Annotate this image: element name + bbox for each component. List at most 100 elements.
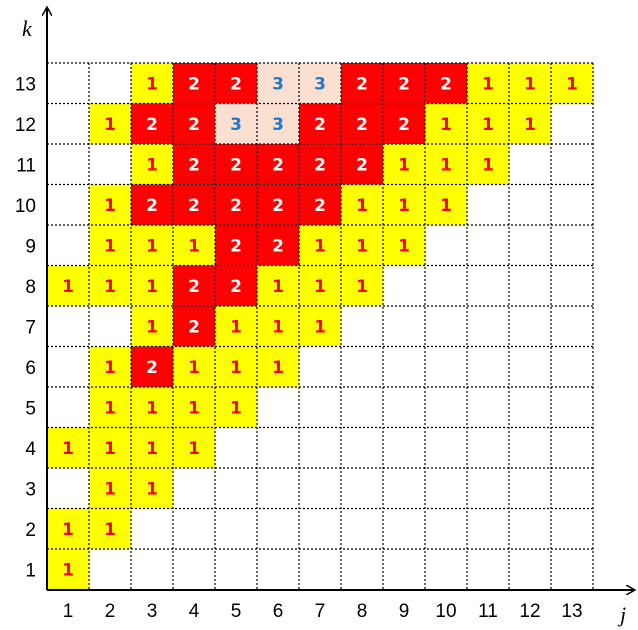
- x-tick-label: 5: [231, 601, 242, 622]
- cell-value-j1-k2: 1: [62, 520, 74, 540]
- cell-value-j2-k4: 1: [104, 439, 116, 459]
- cell-j4-k6: [173, 346, 215, 387]
- cell-value-j7-k8: 1: [314, 277, 326, 297]
- cell-j8-k13: [341, 63, 383, 104]
- cell-j6-k13: [257, 63, 299, 104]
- x-tick-label: 10: [435, 601, 456, 622]
- axes: k j: [22, 8, 634, 627]
- cell-value-j2-k3: 1: [104, 479, 116, 499]
- cell-value-j6-k10: 2: [272, 196, 284, 216]
- cell-j1-k1: [47, 549, 89, 590]
- cell-j3-k10: [131, 184, 173, 225]
- grid-lines: [47, 62, 594, 590]
- cell-value-j9-k12: 2: [398, 115, 410, 135]
- cell-j3-k3: [131, 468, 173, 509]
- y-tick-label: 5: [25, 398, 36, 419]
- cell-value-j3-k5: 1: [146, 398, 158, 418]
- cell-j2-k6: [89, 346, 131, 387]
- cell-j3-k13: [131, 63, 173, 104]
- cell-value-j10-k12: 1: [440, 115, 452, 135]
- cell-j3-k4: [131, 427, 173, 468]
- cell-j4-k7: [173, 306, 215, 347]
- cell-value-j1-k8: 1: [62, 277, 74, 297]
- y-tick-label: 4: [25, 439, 36, 460]
- cell-j4-k8: [173, 265, 215, 306]
- cell-value-j5-k8: 2: [230, 277, 242, 297]
- cell-value-j4-k10: 2: [188, 196, 200, 216]
- cell-value-j6-k12: 3: [272, 115, 284, 135]
- cell-value-j6-k13: 3: [272, 74, 284, 94]
- cell-j4-k12: [173, 103, 215, 144]
- cell-value-j11-k13: 1: [482, 74, 494, 94]
- cell-j2-k3: [89, 468, 131, 509]
- cell-j4-k5: [173, 387, 215, 428]
- y-tick-label: 9: [25, 236, 36, 257]
- cell-value-j5-k13: 2: [230, 74, 242, 94]
- cell-value-j6-k8: 1: [272, 277, 284, 297]
- y-tick-label: 13: [15, 74, 36, 95]
- cell-j2-k8: [89, 265, 131, 306]
- cell-value-j9-k13: 2: [398, 74, 410, 94]
- cell-value-j8-k12: 2: [356, 115, 368, 135]
- cell-value-j11-k11: 1: [482, 155, 494, 175]
- cell-j6-k11: [257, 144, 299, 185]
- cell-value-j8-k10: 1: [356, 196, 368, 216]
- cell-value-j6-k7: 1: [272, 317, 284, 337]
- cell-j5-k5: [215, 387, 257, 428]
- cell-j7-k11: [299, 144, 341, 185]
- cell-j10-k10: [425, 184, 467, 225]
- cell-value-j3-k9: 1: [146, 236, 158, 256]
- cell-j4-k10: [173, 184, 215, 225]
- x-tick-label: 1: [63, 601, 74, 622]
- cell-j9-k10: [383, 184, 425, 225]
- cell-value-j4-k13: 2: [188, 74, 200, 94]
- cell-j5-k12: [215, 103, 257, 144]
- cell-value-j3-k7: 1: [146, 317, 158, 337]
- cell-j4-k9: [173, 225, 215, 266]
- cell-j1-k8: [47, 265, 89, 306]
- cell-value-j5-k11: 2: [230, 155, 242, 175]
- cell-j5-k8: [215, 265, 257, 306]
- cell-value-j8-k11: 2: [356, 155, 368, 175]
- cell-j12-k12: [509, 103, 551, 144]
- cell-value-j5-k5: 1: [230, 398, 242, 418]
- cell-j6-k8: [257, 265, 299, 306]
- x-tick-label: 2: [105, 601, 116, 622]
- cell-value-j10-k10: 1: [440, 196, 452, 216]
- cell-j8-k11: [341, 144, 383, 185]
- cell-value-j2-k9: 1: [104, 236, 116, 256]
- cell-value-j7-k7: 1: [314, 317, 326, 337]
- cell-value-j3-k11: 1: [146, 155, 158, 175]
- cell-j1-k4: [47, 427, 89, 468]
- cell-value-j13-k13: 1: [566, 74, 578, 94]
- cell-value-j7-k12: 2: [314, 115, 326, 135]
- cell-j11-k12: [467, 103, 509, 144]
- y-tick-label: 8: [25, 277, 36, 298]
- cell-j2-k4: [89, 427, 131, 468]
- cell-value-j4-k4: 1: [188, 439, 200, 459]
- cell-j8-k12: [341, 103, 383, 144]
- cell-value-j3-k8: 1: [146, 277, 158, 297]
- cell-j2-k10: [89, 184, 131, 225]
- x-tick-label: 11: [478, 601, 498, 622]
- cell-value-j6-k11: 2: [272, 155, 284, 175]
- cell-j4-k11: [173, 144, 215, 185]
- cell-value-j11-k12: 1: [482, 115, 494, 135]
- cell-value-j3-k3: 1: [146, 479, 158, 499]
- cell-value-j2-k6: 1: [104, 358, 116, 378]
- cell-value-j7-k11: 2: [314, 155, 326, 175]
- cell-j9-k11: [383, 144, 425, 185]
- cell-j5-k13: [215, 63, 257, 104]
- cell-j3-k6: [131, 346, 173, 387]
- cell-j3-k11: [131, 144, 173, 185]
- cell-j12-k13: [509, 63, 551, 104]
- cell-value-j1-k1: 1: [62, 560, 74, 580]
- cell-value-j5-k6: 1: [230, 358, 242, 378]
- cell-j3-k5: [131, 387, 173, 428]
- cell-value-j5-k7: 1: [230, 317, 242, 337]
- cell-value-j3-k13: 1: [146, 74, 158, 94]
- cell-j13-k13: [551, 63, 593, 104]
- y-tick-label: 11: [16, 155, 36, 176]
- cell-j5-k7: [215, 306, 257, 347]
